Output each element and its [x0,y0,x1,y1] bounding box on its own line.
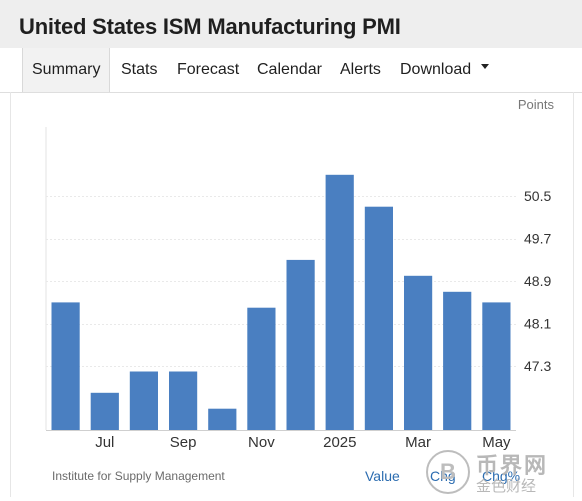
x-tick-label: Mar [405,434,431,451]
y-tick-label: 50.5 [524,188,551,204]
pmi-bar-chart: Jul Sep Nov 2025 Mar May 47.3 48.1 48.9 49.7 50.5 P… [45,97,555,451]
bitcoin-coin-icon: B [426,450,470,494]
bar [286,259,315,430]
x-tick-label: Sep [170,434,197,451]
tab-download-label: Download [400,61,472,78]
x-tick-label: May [482,434,511,451]
page-header: United States ISM Manufacturing PMI [0,0,582,49]
y-tick-label: 48.9 [524,273,551,289]
watermark-bottom-text: 金色财经 [476,478,537,495]
y-tick-label: 47.3 [524,358,551,374]
value-link[interactable]: Value [365,468,400,484]
tab-stats[interactable]: Stats [121,61,158,78]
x-tick-label: Nov [248,434,275,451]
bar [364,206,393,430]
bar [90,392,119,430]
tab-download[interactable]: Download [400,48,490,92]
x-tick-label: 2025 [323,434,356,451]
tab-bar: Summary Stats Forecast Calendar Alerts D… [0,48,582,93]
watermark-top-text: 币界网 [476,453,549,478]
y-unit-label: Points [518,97,555,112]
chg-percent-link[interactable]: Chg% [482,468,521,484]
tab-calendar[interactable]: Calendar [257,61,322,78]
watermark: B 币界网 金色财经 [426,446,578,496]
bar [443,291,472,430]
chevron-down-icon [481,64,490,70]
bar [247,307,276,430]
y-tick-label: 49.7 [524,231,551,247]
x-tick-label: Jul [95,434,114,451]
chart-frame [10,92,574,497]
bar [129,371,158,430]
chart-source: Institute for Supply Management [52,469,225,483]
tab-forecast[interactable]: Forecast [177,61,240,78]
bar [208,408,237,430]
bar [51,302,80,430]
y-tick-label: 48.1 [524,316,551,332]
tab-alerts[interactable]: Alerts [340,61,381,78]
bar [482,302,511,430]
bar [325,174,354,430]
page-title: United States ISM Manufacturing PMI [19,14,401,39]
tab-summary[interactable]: Summary [22,48,111,92]
bar [404,275,433,430]
bar [169,371,198,430]
